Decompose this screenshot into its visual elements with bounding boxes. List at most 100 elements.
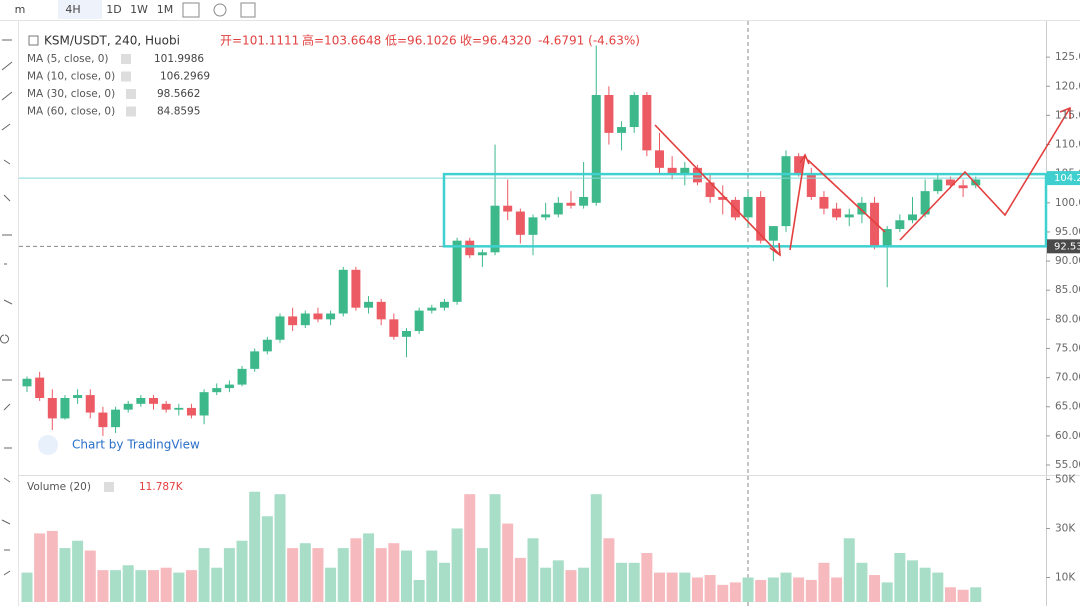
candle-body — [123, 403, 133, 410]
candle-body — [629, 95, 639, 128]
candle-body — [275, 316, 285, 340]
symbol-title: KSM/USDT, 240, Huobi — [44, 34, 180, 48]
candle-body — [945, 179, 955, 186]
ma-value: 101.9986 — [154, 53, 204, 65]
candle-body — [477, 252, 487, 256]
trend-arrow — [789, 154, 806, 251]
volume-bar — [540, 567, 552, 602]
candle-body — [579, 196, 589, 206]
candle-body — [364, 301, 374, 308]
candle-body — [794, 156, 804, 174]
candle-body — [174, 407, 184, 410]
volume-bar — [616, 562, 628, 602]
arrowhead — [799, 153, 810, 165]
candle-body — [604, 95, 614, 133]
active-interval[interactable] — [58, 0, 102, 19]
price-label: 92.53 — [1054, 241, 1080, 252]
y-tick-label: 80.00 — [1055, 313, 1080, 325]
volume-value: 11.787K — [139, 481, 184, 493]
volume-bar — [856, 562, 868, 602]
candle-body — [541, 214, 551, 218]
volume-bar — [881, 582, 893, 602]
volume-bar — [413, 579, 425, 602]
volume-bar — [97, 570, 109, 602]
volume-bar — [173, 572, 185, 602]
ohlc-value: -4.6791 (-4.63%) — [538, 34, 640, 48]
ma-settings-icon — [126, 89, 136, 99]
candle-body — [718, 196, 728, 200]
volume-bar — [337, 548, 349, 602]
candle-body — [465, 240, 475, 256]
interval-button[interactable]: 1W — [130, 3, 148, 16]
y-tick-label: 110.00 — [1055, 139, 1080, 151]
volume-bar — [565, 570, 577, 602]
ohlc-value: 低=96.1026 — [385, 34, 457, 48]
candle-body — [503, 205, 513, 212]
candle-body — [806, 173, 816, 197]
volume-bar — [755, 579, 767, 602]
volume-bar — [211, 567, 223, 602]
candle-body — [756, 196, 766, 241]
candle-body — [743, 196, 753, 218]
volume-bar — [160, 567, 172, 602]
volume-bar — [780, 572, 792, 602]
tool-icons[interactable] — [0, 39, 13, 576]
volume-bar — [438, 562, 450, 602]
volume-bar — [957, 589, 969, 602]
candle-body — [237, 368, 247, 385]
volume-bar — [198, 548, 210, 602]
candle-body — [149, 397, 158, 404]
candle-body — [427, 307, 437, 311]
volume-bar — [312, 548, 324, 602]
fullscreen-icon[interactable] — [240, 2, 256, 18]
ohlc-value: 收=96.4320 — [460, 34, 532, 48]
volume-bar — [742, 577, 754, 602]
volume-bar — [970, 587, 982, 602]
candle-body — [705, 182, 715, 197]
ma-settings-icon — [126, 106, 136, 117]
candle-body — [288, 316, 298, 326]
y-tick-label: 60.00 — [1055, 430, 1080, 442]
volume-bar — [185, 570, 197, 602]
volume-bar — [628, 562, 640, 602]
interval-button[interactable]: 4H — [65, 3, 80, 16]
volume-bar — [261, 516, 273, 602]
ma-name: MA (30, close, 0) — [27, 88, 115, 100]
candle-body — [933, 179, 943, 192]
candle-body — [199, 392, 209, 416]
candle-body — [439, 301, 449, 308]
indicator-icon[interactable] — [182, 2, 200, 18]
volume-bar — [603, 538, 615, 602]
settings-icon[interactable] — [213, 3, 227, 17]
toolbar: m 4H 1D 1W 1M — [0, 0, 1080, 21]
volume-bar — [818, 562, 830, 602]
y-tick-label: 75.00 — [1055, 342, 1080, 354]
volume-bar — [84, 550, 96, 602]
candle-body — [85, 395, 95, 413]
interval-button[interactable]: 1M — [157, 3, 174, 16]
candle-body — [338, 269, 348, 314]
candle-body — [528, 217, 538, 235]
volume-bar — [944, 587, 956, 602]
volume-bar — [401, 550, 412, 602]
tradingview-logo — [38, 435, 58, 455]
candle-body — [655, 150, 664, 168]
interval-button[interactable]: m — [15, 3, 26, 16]
candle-body — [781, 156, 791, 227]
watermark: Chart by TradingView — [72, 438, 200, 452]
candle-body — [136, 397, 146, 404]
volume-settings-icon — [104, 482, 114, 492]
volume-bar — [843, 538, 855, 602]
volume-bar — [489, 494, 501, 602]
volume-title: Volume (20) — [27, 481, 91, 493]
interval-button[interactable]: 1D — [106, 3, 121, 16]
candle-body — [300, 313, 310, 326]
volume-bar — [476, 548, 488, 602]
price-label-bg — [1047, 171, 1080, 186]
candle-body — [642, 95, 652, 151]
candle-body — [389, 319, 399, 337]
volume-bar — [641, 552, 653, 602]
labels-layer: KSM/USDT, 240, Huobi 开=101.1111 高=103.6648… — [27, 33, 1080, 583]
ohlc-value: 开=101.1111 — [220, 34, 299, 48]
volume-bar — [236, 540, 248, 602]
